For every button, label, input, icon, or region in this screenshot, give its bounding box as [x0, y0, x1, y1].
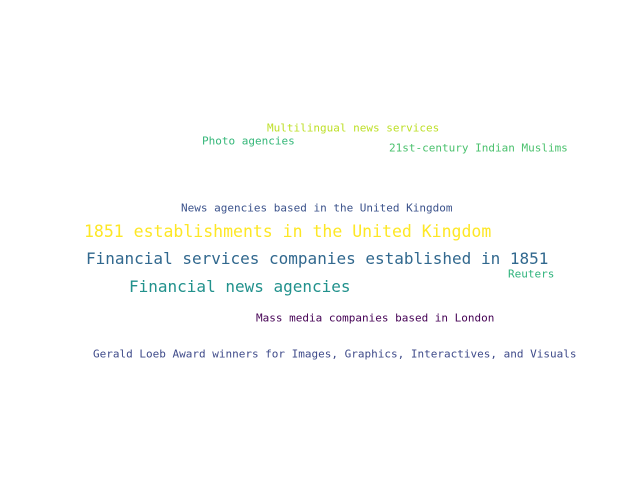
- word-reuters: Reuters: [508, 267, 555, 281]
- word-multilingual-news-services: Multilingual news services: [267, 121, 440, 135]
- word-financial-news-agencies: Financial news agencies: [129, 277, 351, 296]
- word-gerald-loeb-award: Gerald Loeb Award winners for Images, Gr…: [93, 347, 577, 361]
- word-mass-media-london: Mass media companies based in London: [256, 311, 495, 325]
- word-21st-century-indian-muslims: 21st-century Indian Muslims: [389, 141, 568, 155]
- word-financial-services-1851: Financial services companies established…: [86, 249, 549, 268]
- word-1851-establishments-uk: 1851 establishments in the United Kingdo…: [84, 221, 492, 241]
- word-news-agencies-uk: News agencies based in the United Kingdo…: [181, 201, 453, 215]
- word-photo-agencies: Photo agencies: [202, 134, 295, 148]
